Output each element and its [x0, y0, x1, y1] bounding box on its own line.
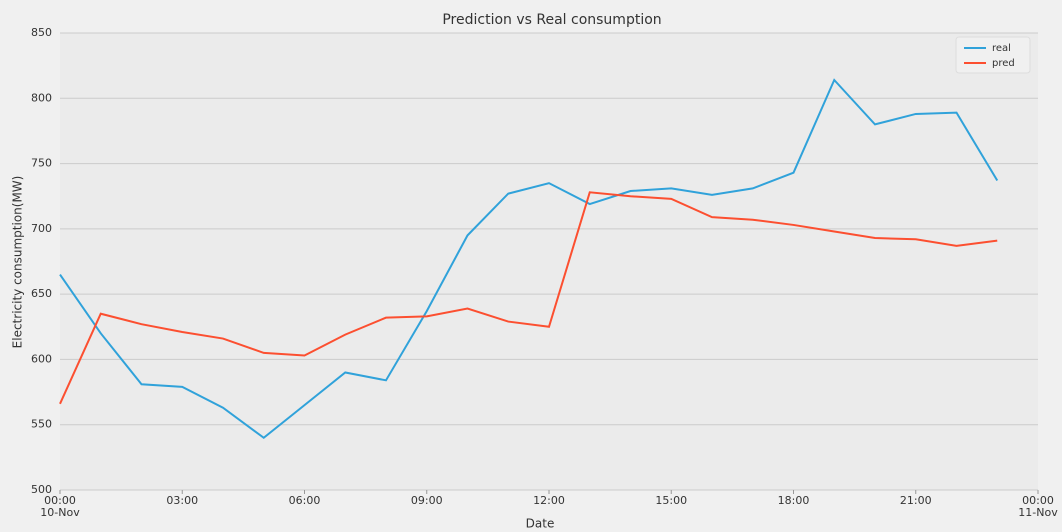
x-tick-label: 06:00: [288, 494, 321, 507]
legend-label: real: [992, 43, 1011, 54]
y-tick-label: 600: [31, 352, 52, 365]
y-tick-label: 850: [31, 26, 52, 39]
y-tick-label: 750: [31, 157, 52, 170]
y-tick-label: 500: [31, 483, 52, 496]
x-tick-label: 12:00: [533, 494, 565, 507]
x-tick-label: 00:00 11-Nov: [1018, 494, 1058, 519]
y-tick-label: 550: [31, 418, 52, 431]
x-tick-label: 18:00: [777, 494, 810, 507]
x-tick-label: 15:00: [655, 494, 688, 507]
y-axis-label: Electricity consumption(MW): [11, 176, 25, 349]
x-tick-label: 00:00 10-Nov: [40, 494, 80, 519]
line-series: [59, 78, 999, 440]
x-axis-label: Date: [526, 517, 555, 531]
legend-label: pred: [992, 58, 1015, 69]
plot-area: [60, 33, 1038, 490]
x-tick-label: 21:00: [899, 494, 932, 507]
y-tick-label: 700: [31, 222, 52, 235]
chart-title: Prediction vs Real consumption: [442, 12, 661, 28]
line-series: [59, 191, 998, 405]
y-tick-label: 800: [31, 91, 52, 104]
x-tick-label: 03:00: [166, 494, 199, 507]
x-tick-label: 09:00: [410, 494, 443, 507]
y-tick-label: 650: [31, 287, 52, 300]
